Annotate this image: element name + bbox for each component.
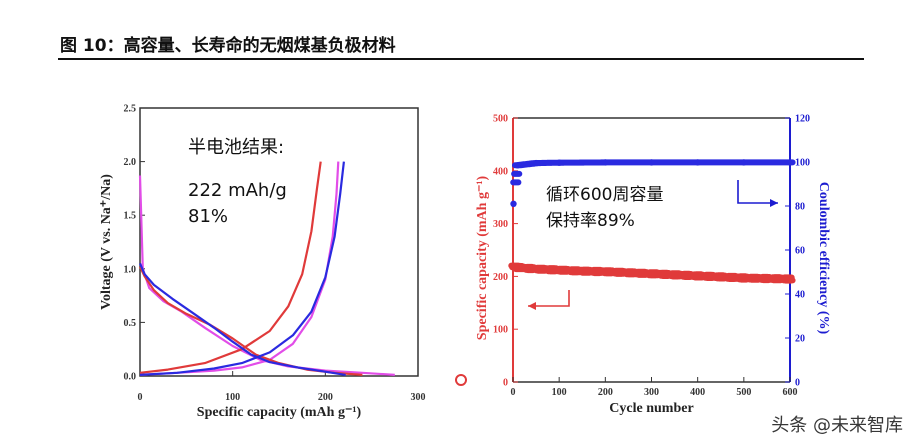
left-x-tick-label: 0 [138,392,143,403]
efficiency-tick-label: 40 [795,290,805,301]
left-y-tick-label: 0.5 [124,318,137,329]
left-annotation-capacity: 222 mAh/g [188,180,287,201]
cycle-tick-label: 100 [552,387,567,398]
efficiency-arrow-head [770,199,778,207]
data-point-coulombic-efficiency [510,200,517,207]
capacity-tick-label: 500 [493,114,508,125]
efficiency-axis-arrow [737,180,778,204]
cycle-tick-label: 600 [783,387,798,398]
left-annotation-title: 半电池结果: [188,137,284,158]
efficiency-tick-label: 60 [795,246,805,257]
cycle-tick-label: 0 [511,387,516,398]
series-band-specific-capacity [508,262,796,284]
cycle-tick-label: 300 [644,387,659,398]
voltage-curve-cycle-1-discharge [138,175,395,376]
cycle-tick-label: 400 [690,387,705,398]
left-y-tick-label: 2.5 [124,104,137,115]
efficiency-axis-label: Coulombic efficiency (%) [816,182,831,335]
efficiency-tick-label: 120 [795,114,810,125]
left-plot-frame [139,107,419,377]
left-y-axis-label: Voltage (V vs. Na⁺/Na) [99,174,114,310]
left-y-tick-label: 2.0 [124,157,137,168]
capacity-tick-label: 100 [493,325,508,336]
left-x-tick-label: 300 [411,392,426,403]
left-x-tick-label: 200 [318,392,333,403]
right-annotation-line2: 保持率89% [546,211,635,231]
title-rule [58,58,864,60]
right-annotation-line1: 循环600周容量 [546,185,663,205]
capacity-tick-label: 400 [493,166,508,177]
cycle-tick-label: 500 [736,387,751,398]
decorative-red-dot [455,374,467,386]
series-band-coulombic-efficiency [510,159,796,186]
left-y-tick-label: 1.0 [124,264,137,275]
voltage-curve-cycle-1-charge [139,161,340,376]
voltage-curve-cycle-2-charge [139,161,322,374]
watermark: 头条 @未来智库 [771,415,903,436]
capacity-axis-arrow [528,290,570,307]
efficiency-tick-label: 80 [795,202,805,213]
capacity-arrow-head [528,302,536,310]
efficiency-tick-label: 0 [795,378,800,389]
capacity-tick-label: 300 [493,219,508,230]
left-x-tick-label: 100 [225,392,240,403]
voltage-curve-cycle-3-discharge [138,262,346,376]
capacity-tick-label: 0 [503,378,508,389]
efficiency-tick-label: 20 [795,334,805,345]
capacity-tick-label: 200 [493,272,508,283]
left-annotation-efficiency: 81% [188,206,228,227]
figure-title: 图 10：高容量、长寿命的无烟煤基负极材料 [60,36,396,56]
capacity-axis-label: Specific capacity (mAh g⁻¹) [475,175,490,340]
cycle-tick-label: 200 [598,387,613,398]
cycle-x-axis-label: Cycle number [609,401,693,416]
left-y-tick-label: 0.0 [124,372,137,383]
voltage-curve-cycle-3-charge [139,161,345,376]
efficiency-tick-label: 100 [795,158,810,169]
left-x-axis-label: Specific capacity (mAh g⁻¹) [197,405,362,420]
left-y-tick-label: 1.5 [124,211,137,222]
